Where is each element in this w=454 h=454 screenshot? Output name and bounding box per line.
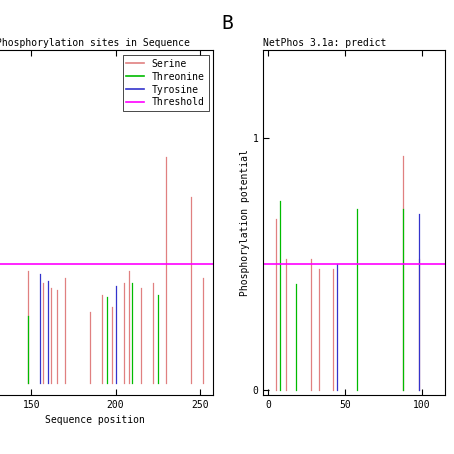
X-axis label: Sequence position: Sequence position [45, 415, 145, 425]
Legend: Serine, Threonine, Tyrosine, Threshold: Serine, Threonine, Tyrosine, Threshold [123, 55, 208, 111]
Text: NetPhos 3.1a: predict: NetPhos 3.1a: predict [263, 38, 387, 48]
Y-axis label: Phosphorylation potential: Phosphorylation potential [240, 149, 250, 296]
Text: B: B [221, 14, 233, 33]
Text: Phosphorylation sites in Sequence: Phosphorylation sites in Sequence [0, 38, 190, 48]
